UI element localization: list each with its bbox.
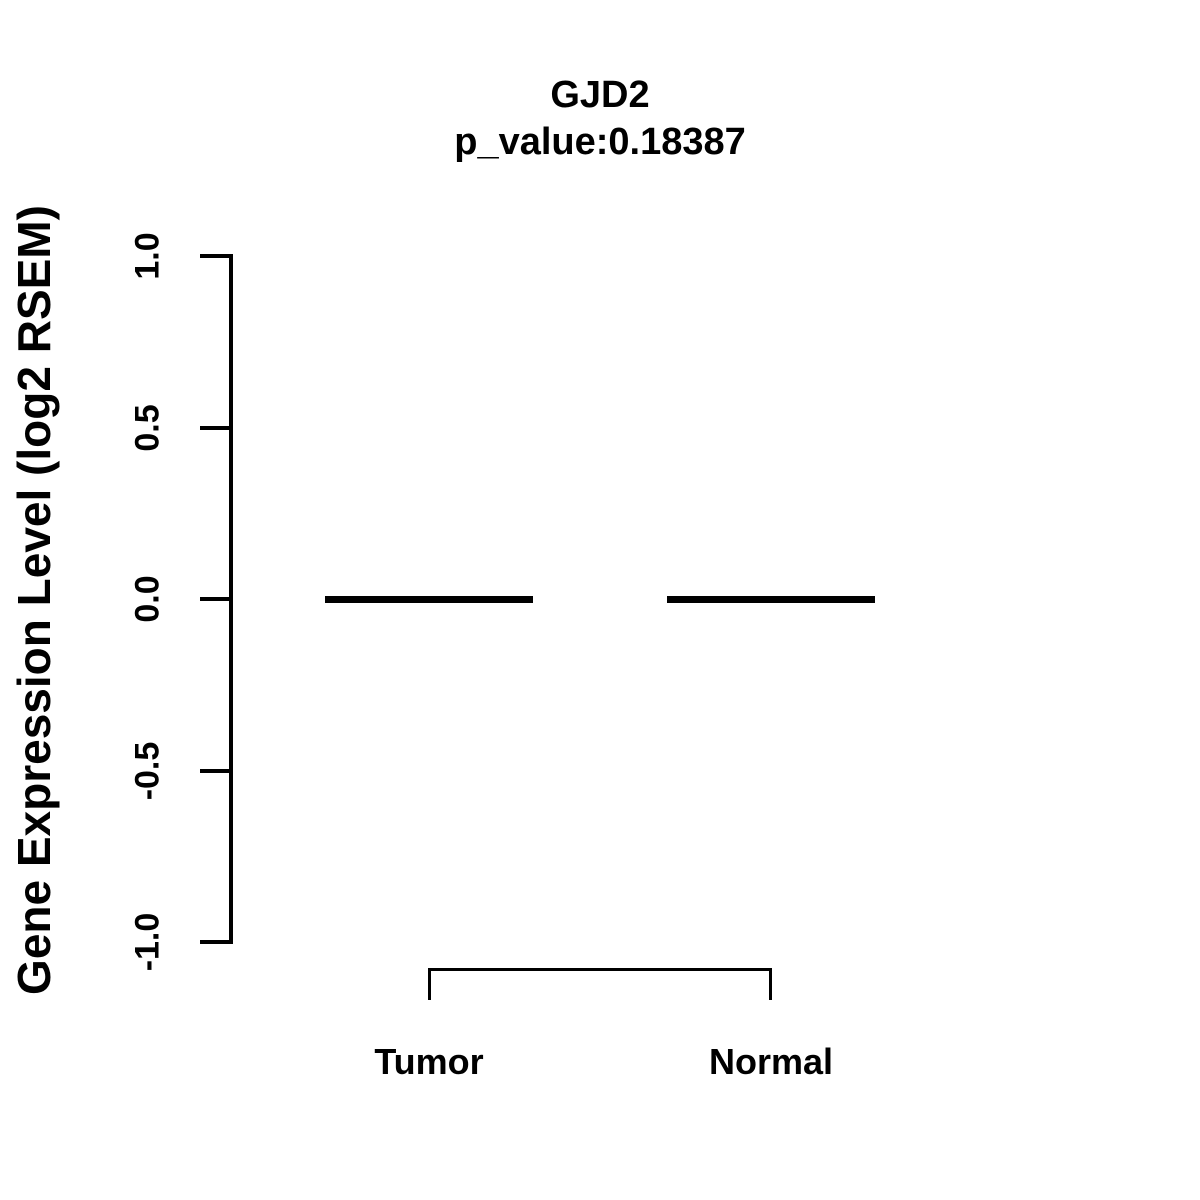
y-tick — [200, 254, 231, 258]
y-tick-label: -0.5 — [128, 741, 167, 800]
median-line-normal — [667, 595, 875, 603]
y-axis-line — [229, 254, 233, 944]
y-tick-label: 1.0 — [128, 232, 167, 280]
y-tick — [200, 940, 231, 944]
x-label-normal: Normal — [708, 1041, 834, 1082]
y-tick-label: -1.0 — [128, 912, 167, 972]
median-line-tumor — [325, 595, 533, 603]
y-tick — [200, 425, 231, 430]
chart-title: GJD2 — [550, 74, 650, 116]
y-tick — [200, 597, 231, 601]
y-axis-label: Gene Expression Level (log2 RSEM) — [8, 205, 60, 995]
x-label-tumor: Tumor — [374, 1041, 484, 1082]
y-tick-label: 0.5 — [128, 403, 167, 452]
comparison-bracket — [428, 968, 772, 1000]
chart-subtitle: p_value:0.18387 — [454, 121, 746, 163]
y-tick-label: 0.0 — [128, 575, 167, 623]
y-tick — [200, 768, 231, 773]
